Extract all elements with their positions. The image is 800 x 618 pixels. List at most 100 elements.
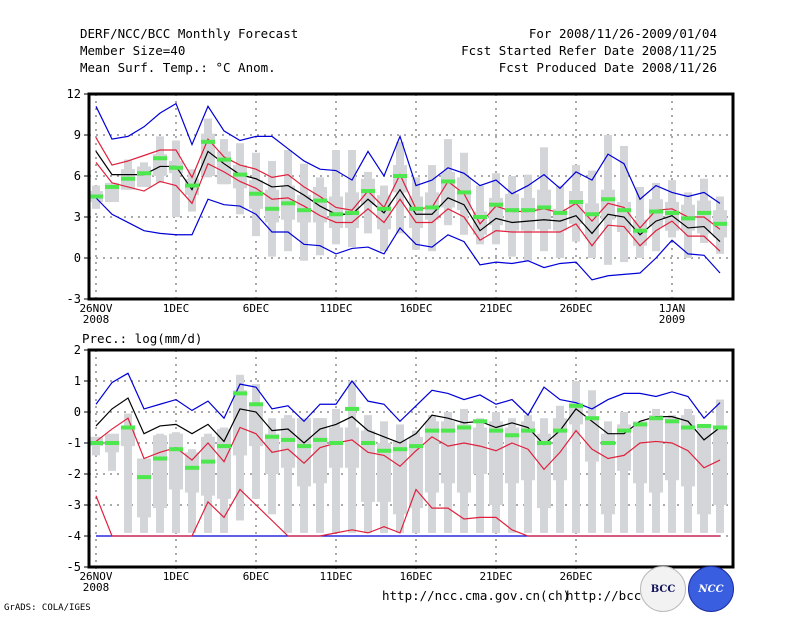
- panel2-ytick-label: 1: [74, 374, 81, 388]
- panel2-box: [313, 418, 327, 484]
- panel2-whisker: [620, 412, 628, 533]
- panel1-xtick-label: 26NOV: [79, 302, 112, 315]
- panel1-median-mark: [569, 199, 583, 204]
- panel1-median-mark: [169, 165, 183, 170]
- panel1-variable: Mean Surf. Temp.: °C Anom.: [80, 60, 276, 75]
- panel1-median-mark: [521, 208, 535, 213]
- panel1-median-mark: [505, 208, 519, 213]
- panel2-whisker: [108, 436, 116, 471]
- panel2-box: [217, 429, 231, 499]
- panel1-median-mark: [233, 172, 247, 177]
- panel1-mean-line: [95, 150, 721, 243]
- panel1-median-mark: [489, 202, 503, 207]
- panel2-median-mark: [425, 428, 439, 433]
- panel1-median-mark: [249, 191, 263, 196]
- panel2-box: [169, 433, 183, 490]
- panel2-xtick-label: 6DEC: [243, 570, 270, 583]
- fcst-produced-date: Fcst Produced Date 2008/11/26: [498, 60, 717, 75]
- panel2-box: [553, 418, 567, 481]
- panel1-median-mark: [217, 157, 231, 162]
- panel2-ytick-label: -2: [67, 467, 81, 481]
- panel2-box: [633, 421, 647, 484]
- panel2-box: [265, 433, 279, 474]
- panel1-xtick-label: 16DEC: [399, 302, 432, 315]
- panel1-median-mark: [457, 190, 471, 195]
- panel2-median-mark: [585, 416, 599, 421]
- panel1-median-mark: [473, 215, 487, 219]
- panel2-median-mark: [121, 425, 135, 430]
- panel1-std-high-line: [95, 137, 721, 230]
- panel1-median-mark: [137, 171, 151, 176]
- panel1-xtick-year: 2008: [83, 313, 110, 326]
- panel2-box: [441, 421, 455, 484]
- panel1-median-mark: [297, 208, 311, 213]
- header-left: DERF/NCC/BCC Monthly Forecast Member Siz…: [80, 25, 298, 76]
- panel2-median-mark: [137, 475, 151, 480]
- panel1-box: [633, 219, 647, 246]
- panel2-box: [457, 424, 471, 493]
- panel1-ytick-label: 9: [74, 128, 81, 142]
- panel1-xtick-label: 1JAN: [659, 302, 686, 315]
- panel2-median-mark: [217, 444, 231, 449]
- panel1-ytick-label: -3: [67, 292, 81, 306]
- panel2-median-mark: [265, 434, 279, 439]
- panel1-median-mark: [409, 206, 423, 211]
- panel2-median-mark: [233, 391, 247, 396]
- panel2-box: [473, 427, 487, 474]
- ncc-url[interactable]: http://ncc.cma.gov.cn(ch): [382, 588, 571, 603]
- panel2-median-mark: [441, 428, 455, 433]
- panel1-median-mark: [377, 206, 391, 211]
- panel2-xtick-label: 16DEC: [399, 570, 432, 583]
- panel1-ytick-label: 0: [74, 251, 81, 265]
- panel1-median-mark: [649, 209, 663, 214]
- panel2-median-mark: [377, 448, 391, 453]
- panel1-median-mark: [537, 205, 551, 210]
- panel1-median-mark: [89, 194, 103, 199]
- panel2-box: [489, 421, 503, 505]
- panel1-box: [601, 189, 615, 220]
- bcc-url[interactable]: http://bcc.: [566, 588, 649, 603]
- panel1-xtick-label: 26DEC: [559, 302, 592, 315]
- panel1-whisker: [172, 140, 180, 217]
- panel2-whisker: [124, 413, 132, 533]
- panel2-median-mark: [201, 459, 215, 464]
- panel2-std-high-line: [95, 417, 721, 471]
- panel2-box: [649, 415, 663, 493]
- panel2-box: [617, 424, 631, 471]
- panel2-median-mark: [681, 425, 695, 430]
- panel2-box: [521, 421, 535, 481]
- panel2-box: [329, 427, 343, 468]
- panel2-median-mark: [569, 403, 583, 408]
- panel1-box: [521, 197, 535, 231]
- panel2-box: [601, 433, 615, 515]
- panel2-median-mark: [153, 456, 167, 461]
- panel2-median-mark: [169, 447, 183, 452]
- panel1-xtick-year: 2009: [659, 313, 686, 326]
- panel2-ytick-label: -4: [67, 529, 81, 543]
- panel2-median-mark: [393, 447, 407, 452]
- panel2-whisker: [572, 381, 580, 533]
- panel2-xtick-label: 11DEC: [319, 570, 352, 583]
- panel1-median-mark: [281, 201, 295, 206]
- panel2-whisker: [476, 418, 484, 533]
- panel1-box: [409, 196, 423, 228]
- panel2-median-mark: [345, 406, 359, 411]
- panel1-median-mark: [393, 174, 407, 178]
- panel1-median-mark: [441, 179, 455, 184]
- panel2-whisker: [284, 415, 292, 533]
- panel2-box: [569, 402, 583, 425]
- panel2-max-line: [95, 372, 721, 423]
- panel2-ytick-label: -3: [67, 498, 81, 512]
- panel2-whisker: [332, 408, 340, 533]
- panel2-frame: [87, 348, 735, 569]
- panel1-median-mark: [345, 210, 359, 215]
- panel2-title: Prec.: log(mm/d): [82, 331, 202, 346]
- panel2-xtick-label: 26NOV: [79, 570, 112, 583]
- panel1-box: [569, 191, 583, 224]
- panel2-box: [697, 427, 711, 515]
- panel1-median-mark: [105, 184, 119, 189]
- panel2-box: [713, 427, 727, 505]
- panel2-median-mark: [521, 428, 535, 433]
- forecast-period: For 2008/11/26-2009/01/04: [528, 26, 717, 41]
